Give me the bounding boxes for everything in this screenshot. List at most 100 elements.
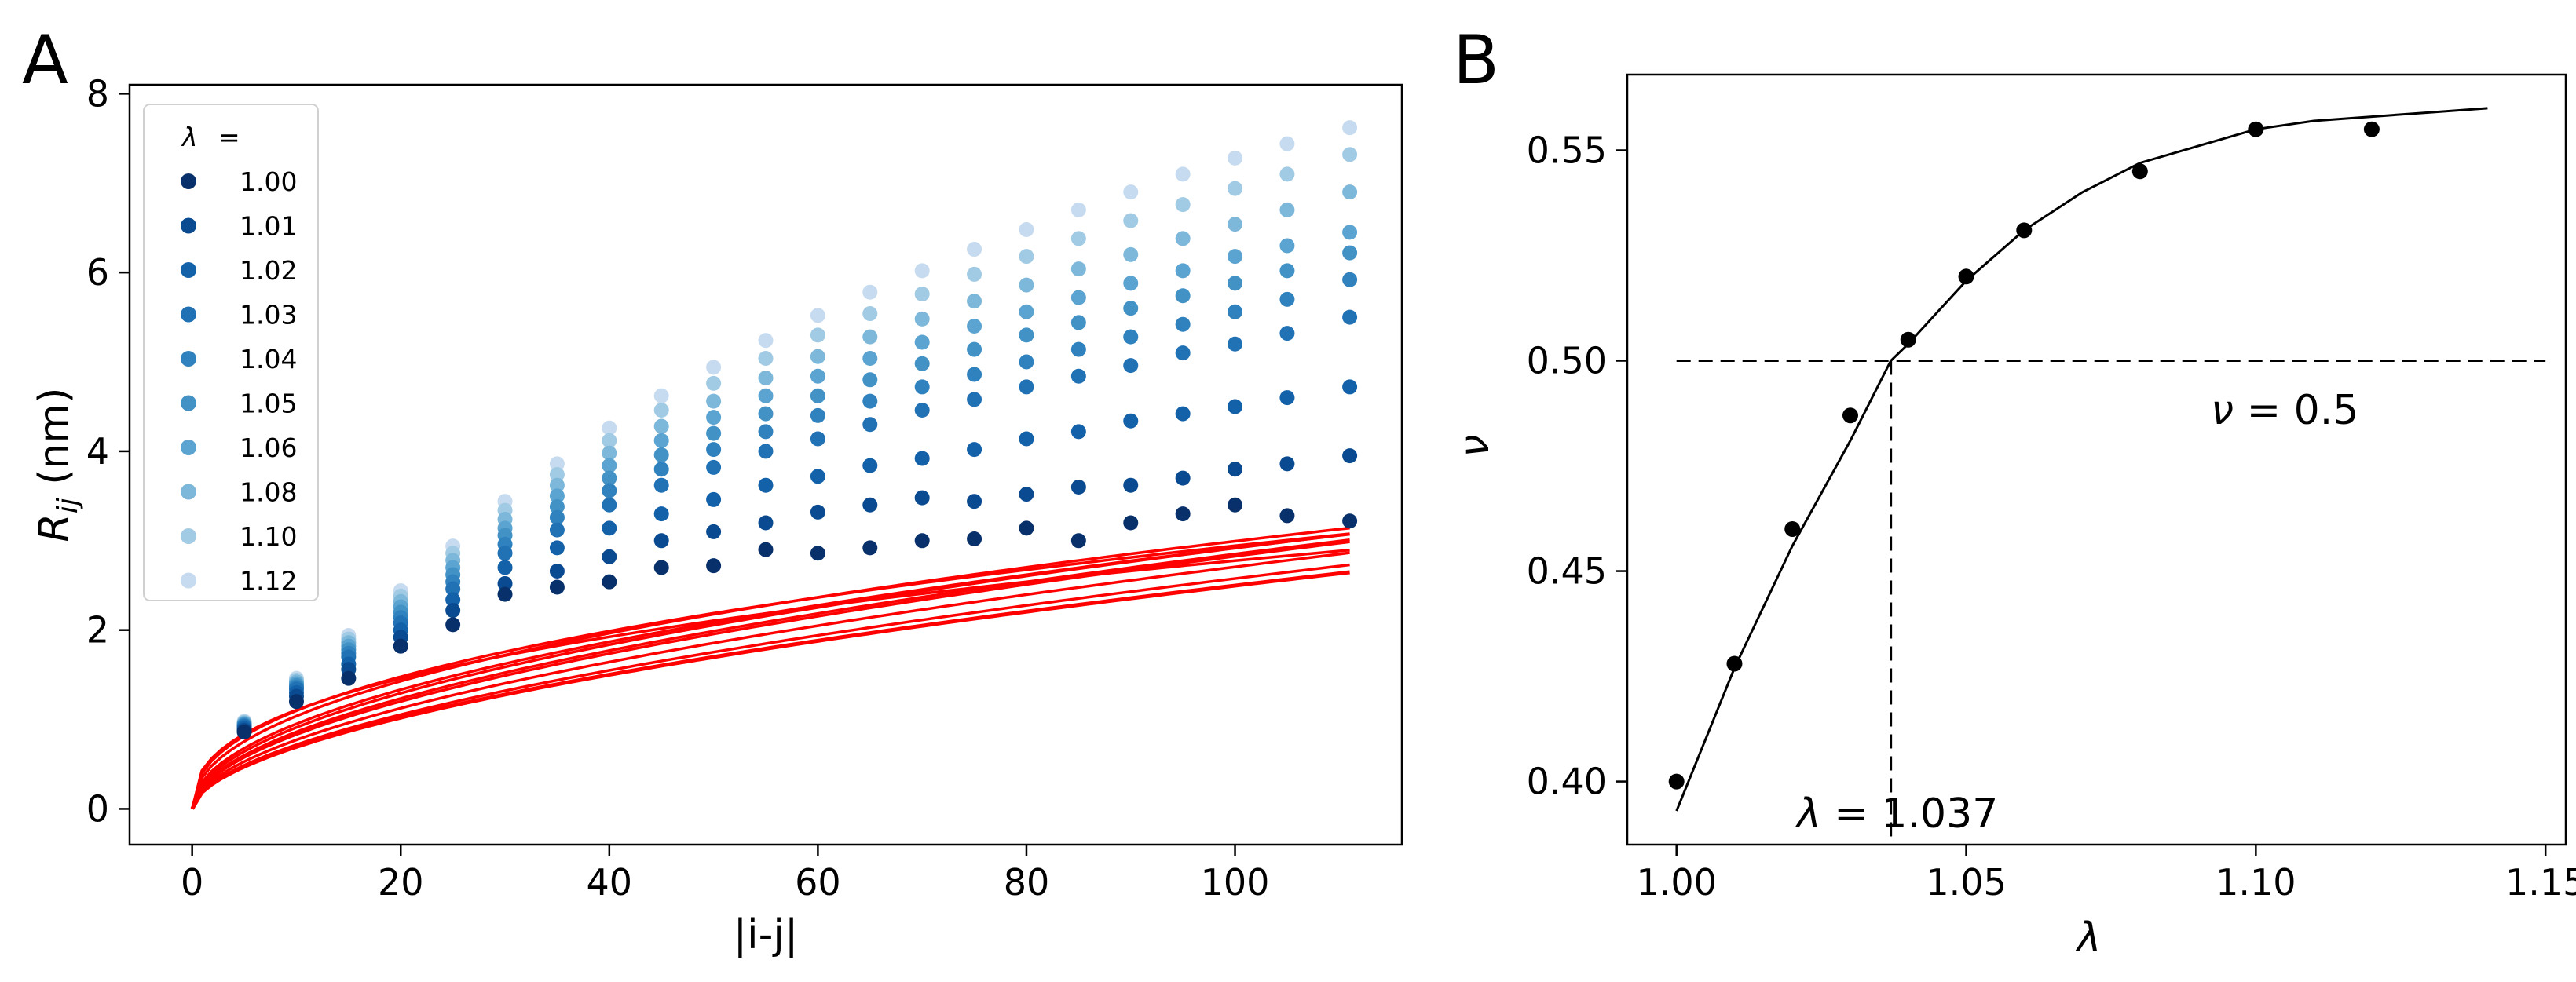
point-1.01-6	[549, 564, 565, 579]
point-1.02-12	[862, 458, 878, 473]
point-1.05-11	[810, 388, 825, 403]
point-1.06-19	[1228, 249, 1243, 265]
legend-marker-1.05	[181, 395, 196, 411]
point-1.01-13	[914, 490, 930, 506]
point-1.06-15	[1019, 304, 1034, 319]
point-1.04-21	[1342, 272, 1358, 287]
point-1.10-15	[1019, 249, 1034, 265]
point-1.10-11	[810, 327, 825, 343]
panel-b-y-label: ν	[1451, 434, 1498, 457]
y-tick-label-6: 6	[86, 251, 109, 294]
point-1.10-21	[1342, 147, 1358, 162]
point-1.04-11	[810, 407, 825, 423]
point-1.05-14	[967, 341, 982, 357]
point-1.10-18	[1175, 197, 1191, 213]
point-1.02-8	[653, 506, 669, 522]
point-1.06-10	[758, 388, 774, 403]
point-1.03-19	[1228, 336, 1243, 352]
x-tick-label-0: 0	[181, 861, 203, 904]
point-1.00-20	[1279, 508, 1295, 524]
point-1.03-18	[1175, 345, 1191, 361]
point-1.08-6	[549, 477, 565, 493]
annotation-lambda-value: = 1.037	[1821, 790, 1999, 838]
point-1.10-12	[862, 306, 878, 322]
point-1.08-19	[1228, 217, 1243, 232]
panel-label-b: B	[1453, 21, 1499, 100]
point-1.05-12	[862, 372, 878, 388]
x-tick-label-60: 60	[795, 861, 841, 904]
panel-b-x-ticks: 1.00 1.05 1.10 1.15	[1636, 845, 2576, 904]
nu-point-5	[1958, 268, 1974, 285]
panel-a-legend: λ = 1.00 1.01 1.02 1.03 1.04 1.05 1.06 1.08 1.10…	[143, 104, 319, 601]
point-1.08-20	[1279, 202, 1295, 217]
y-tick-label-8: 8	[86, 72, 109, 115]
point-1.02-10	[758, 477, 774, 493]
point-1.10-13	[914, 286, 930, 301]
fit-curve-1.00	[191, 549, 1350, 809]
legend-marker-1.06	[181, 440, 196, 455]
point-1.02-6	[549, 540, 565, 556]
point-1.05-17	[1123, 301, 1139, 316]
b-x-tick-label-2: 1.10	[2216, 861, 2296, 904]
legend-label-1.03: 1.03	[240, 300, 297, 330]
panel-b-axes-frame	[1626, 73, 2567, 846]
point-1.06-20	[1279, 238, 1295, 254]
y-tick-label-2: 2	[86, 609, 109, 652]
point-1.02-15	[1019, 431, 1034, 447]
fit-curve-1.05	[191, 538, 1350, 810]
annotation-nu-value: = 0.5	[2234, 387, 2358, 434]
legend-marker-1.04	[181, 351, 196, 367]
point-1.01-20	[1279, 456, 1295, 472]
point-1.06-9	[706, 410, 722, 425]
point-1.10-20	[1279, 166, 1295, 182]
point-1.12-20	[1279, 136, 1295, 151]
panel-a-x-label: |i-j|	[734, 911, 799, 958]
point-1.00-8	[653, 560, 669, 575]
point-1.04-15	[1019, 354, 1034, 370]
point-1.12-13	[914, 263, 930, 279]
point-1.05-6	[549, 499, 565, 515]
point-1.02-5	[497, 560, 513, 575]
x-tick-label-80: 80	[1004, 861, 1050, 904]
annotation-lambda: λ = 1.037	[1795, 790, 1998, 838]
point-1.01-18	[1175, 470, 1191, 486]
point-1.08-11	[810, 349, 825, 364]
x-tick-label-100: 100	[1201, 861, 1270, 904]
point-1.00-1	[288, 694, 304, 710]
point-1.00-11	[810, 546, 825, 561]
panel-b-y-ticks: 0.40 0.45 0.50 0.55	[1527, 129, 1627, 803]
nu-point-9	[2363, 121, 2380, 137]
point-1.12-17	[1123, 184, 1139, 200]
point-1.08-12	[862, 329, 878, 345]
point-1.00-13	[914, 533, 930, 549]
b-y-tick-label-2: 0.50	[1527, 340, 1607, 382]
point-1.03-6	[549, 522, 565, 538]
fit-curve-1.02	[191, 526, 1350, 809]
legend-title-eq: =	[218, 122, 240, 152]
point-1.10-19	[1228, 181, 1243, 196]
point-1.00-3	[393, 638, 408, 654]
b-x-tick-label-0: 1.00	[1636, 861, 1716, 904]
point-1.10-9	[706, 375, 722, 391]
point-1.10-7	[602, 433, 617, 448]
point-1.04-20	[1279, 291, 1295, 307]
point-1.02-14	[967, 442, 982, 458]
point-1.03-12	[862, 417, 878, 433]
point-1.12-11	[810, 308, 825, 323]
legend-label-1.05: 1.05	[240, 389, 297, 419]
point-1.03-4	[445, 581, 461, 597]
point-1.05-13	[914, 356, 930, 371]
point-1.12-16	[1070, 202, 1086, 217]
point-1.06-18	[1175, 263, 1191, 279]
b-x-tick-label-1: 1.05	[1926, 861, 2006, 904]
point-1.10-10	[758, 350, 774, 366]
fit-curve-1.06	[191, 540, 1350, 810]
point-1.10-14	[967, 266, 982, 282]
point-1.01-21	[1342, 448, 1358, 464]
point-1.06-8	[653, 433, 669, 448]
point-1.08-10	[758, 371, 774, 386]
point-1.01-7	[602, 549, 617, 564]
point-1.08-15	[1019, 277, 1034, 293]
nu-point-3	[1842, 407, 1858, 424]
